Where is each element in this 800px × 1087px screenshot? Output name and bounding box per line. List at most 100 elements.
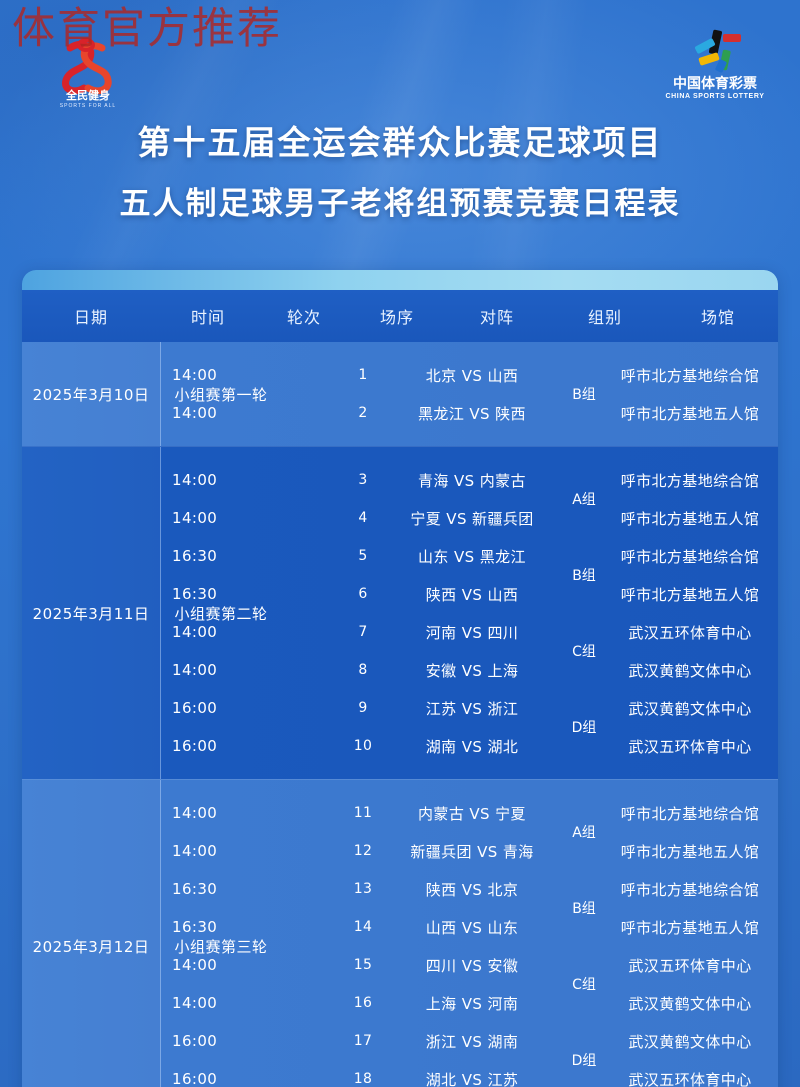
match-time: 14:00	[172, 404, 242, 423]
table-header-3: 场序	[379, 308, 414, 327]
china-sports-lottery-logo-svg: 中国体育彩票 CHINA SPORTS LOTTERY	[666, 29, 765, 100]
match-venue-text: 呼市北方基地五人馆	[620, 585, 760, 604]
match-teams: 上海 VS 河南	[397, 993, 547, 1014]
match-time-text: 16:00	[172, 1069, 218, 1087]
group-label: C组	[572, 977, 596, 993]
match-order: 3	[341, 471, 385, 489]
match-teams-text: 浙江 VS 湖南	[425, 1032, 519, 1051]
match-teams: 陕西 VS 山西	[397, 584, 547, 605]
match-teams-text: 青海 VS 内蒙古	[418, 471, 526, 490]
match-venue: 呼市北方基地五人馆	[601, 917, 778, 938]
svg-text:全民健身: 全民健身	[65, 88, 110, 102]
match-venue-text: 武汉黄鹤文体中心	[628, 1032, 752, 1051]
match-time: 16:00	[172, 1070, 242, 1087]
match-time-text: 14:00	[172, 803, 218, 822]
match-order-text: 7	[358, 624, 368, 640]
match-time: 16:30	[172, 918, 242, 937]
match-order: 2	[341, 404, 385, 422]
match-venue-text: 呼市北方基地五人馆	[620, 918, 760, 937]
match-row: 16:30 6 陕西 VS 山西 呼市北方基地五人馆	[161, 575, 778, 613]
match-order-text: 2	[358, 405, 368, 421]
match-teams-text: 湖北 VS 江苏	[425, 1070, 519, 1087]
match-teams: 山西 VS 山东	[397, 917, 547, 938]
match-time: 14:00	[172, 994, 242, 1013]
match-time: 16:30	[172, 547, 242, 566]
match-teams: 浙江 VS 湖南	[397, 1031, 547, 1052]
table-header-6: 场馆	[700, 308, 735, 327]
match-time-text: 14:00	[172, 955, 218, 974]
match-order: 13	[341, 880, 385, 898]
match-venue: 武汉五环体育中心	[601, 736, 778, 757]
match-order: 1	[341, 366, 385, 384]
match-order: 8	[341, 661, 385, 679]
match-row: 14:00 16 上海 VS 河南 武汉黄鹤文体中心	[161, 984, 778, 1022]
match-time: 14:00	[172, 804, 242, 823]
match-order-text: 14	[353, 919, 373, 935]
svg-text:CHINA SPORTS LOTTERY: CHINA SPORTS LOTTERY	[666, 93, 765, 100]
match-venue-text: 武汉五环体育中心	[628, 623, 752, 642]
match-teams-text: 山东 VS 黑龙江	[418, 547, 526, 566]
match-time: 16:30	[172, 880, 242, 899]
match-row: 16:30 5 山东 VS 黑龙江 呼市北方基地综合馆	[161, 537, 778, 575]
match-teams-text: 陕西 VS 北京	[425, 880, 519, 899]
match-order-text: 5	[358, 548, 368, 564]
match-time: 14:00	[172, 623, 242, 642]
match-order-text: 8	[358, 662, 368, 678]
match-venue: 武汉五环体育中心	[601, 955, 778, 976]
match-teams-text: 北京 VS 山西	[425, 366, 519, 385]
match-venue: 呼市北方基地综合馆	[601, 546, 778, 567]
match-venue-text: 呼市北方基地五人馆	[620, 404, 760, 423]
match-time: 14:00	[172, 509, 242, 528]
quanmin-jianshen-logo: 全民健身 SPORTS FOR ALL	[40, 36, 136, 109]
date-label: 2025年3月12日	[32, 937, 150, 956]
match-order-text: 11	[353, 805, 373, 821]
match-row: 16:00 10 湖南 VS 湖北 武汉五环体育中心	[161, 727, 778, 765]
match-order-text: 1	[358, 367, 368, 383]
table-header-5: 组别	[587, 308, 622, 327]
match-time-text: 16:00	[172, 736, 218, 755]
match-venue: 呼市北方基地五人馆	[601, 841, 778, 862]
match-order-text: 13	[353, 881, 373, 897]
match-order: 15	[341, 956, 385, 974]
date-cell: 2025年3月12日	[22, 780, 161, 1087]
match-teams: 江苏 VS 浙江	[397, 698, 547, 719]
day-rows: 小组赛第三轮 14:00 11 内蒙古 VS 宁夏 呼市北方基地综合馆 14:00 12 新疆…	[161, 780, 778, 1087]
match-venue-text: 武汉黄鹤文体中心	[628, 661, 752, 680]
match-time-text: 14:00	[172, 508, 218, 527]
match-teams-text: 宁夏 VS 新疆兵团	[410, 509, 534, 528]
match-venue: 武汉五环体育中心	[601, 622, 778, 643]
match-order-text: 9	[358, 700, 368, 716]
match-order: 18	[341, 1070, 385, 1087]
match-teams: 陕西 VS 北京	[397, 879, 547, 900]
match-time-text: 14:00	[172, 993, 218, 1012]
match-order: 7	[341, 623, 385, 641]
match-time: 14:00	[172, 956, 242, 975]
match-order: 6	[341, 585, 385, 603]
match-time: 16:30	[172, 585, 242, 604]
match-venue: 武汉黄鹤文体中心	[601, 1031, 778, 1052]
match-teams: 河南 VS 四川	[397, 622, 547, 643]
match-venue-text: 武汉五环体育中心	[628, 1070, 752, 1087]
match-order: 5	[341, 547, 385, 565]
match-venue: 呼市北方基地综合馆	[601, 879, 778, 900]
match-row: 16:00 18 湖北 VS 江苏 武汉五环体育中心	[161, 1060, 778, 1087]
match-row: 14:00 3 青海 VS 内蒙古 呼市北方基地综合馆	[161, 461, 778, 499]
match-order: 17	[341, 1032, 385, 1050]
china-sports-lottery-logo: 中国体育彩票 CHINA SPORTS LOTTERY	[660, 26, 770, 104]
group-label: D组	[571, 1053, 597, 1069]
match-venue-text: 武汉五环体育中心	[628, 956, 752, 975]
group-label: D组	[571, 720, 597, 736]
match-teams: 北京 VS 山西	[397, 365, 547, 386]
match-teams-text: 新疆兵团 VS 青海	[410, 842, 534, 861]
match-teams-text: 黑龙江 VS 陕西	[418, 404, 526, 423]
match-venue-text: 呼市北方基地五人馆	[620, 842, 760, 861]
table-header-1: 时间	[190, 308, 225, 327]
date-cell: 2025年3月10日	[22, 342, 161, 446]
match-venue: 武汉五环体育中心	[601, 1069, 778, 1087]
match-row: 14:00 2 黑龙江 VS 陕西 呼市北方基地五人馆	[161, 394, 778, 432]
match-order-text: 10	[353, 738, 373, 754]
match-venue: 武汉黄鹤文体中心	[601, 993, 778, 1014]
svg-text:中国体育彩票: 中国体育彩票	[673, 75, 757, 92]
match-order-text: 16	[353, 995, 373, 1011]
match-time-text: 16:30	[172, 917, 218, 936]
